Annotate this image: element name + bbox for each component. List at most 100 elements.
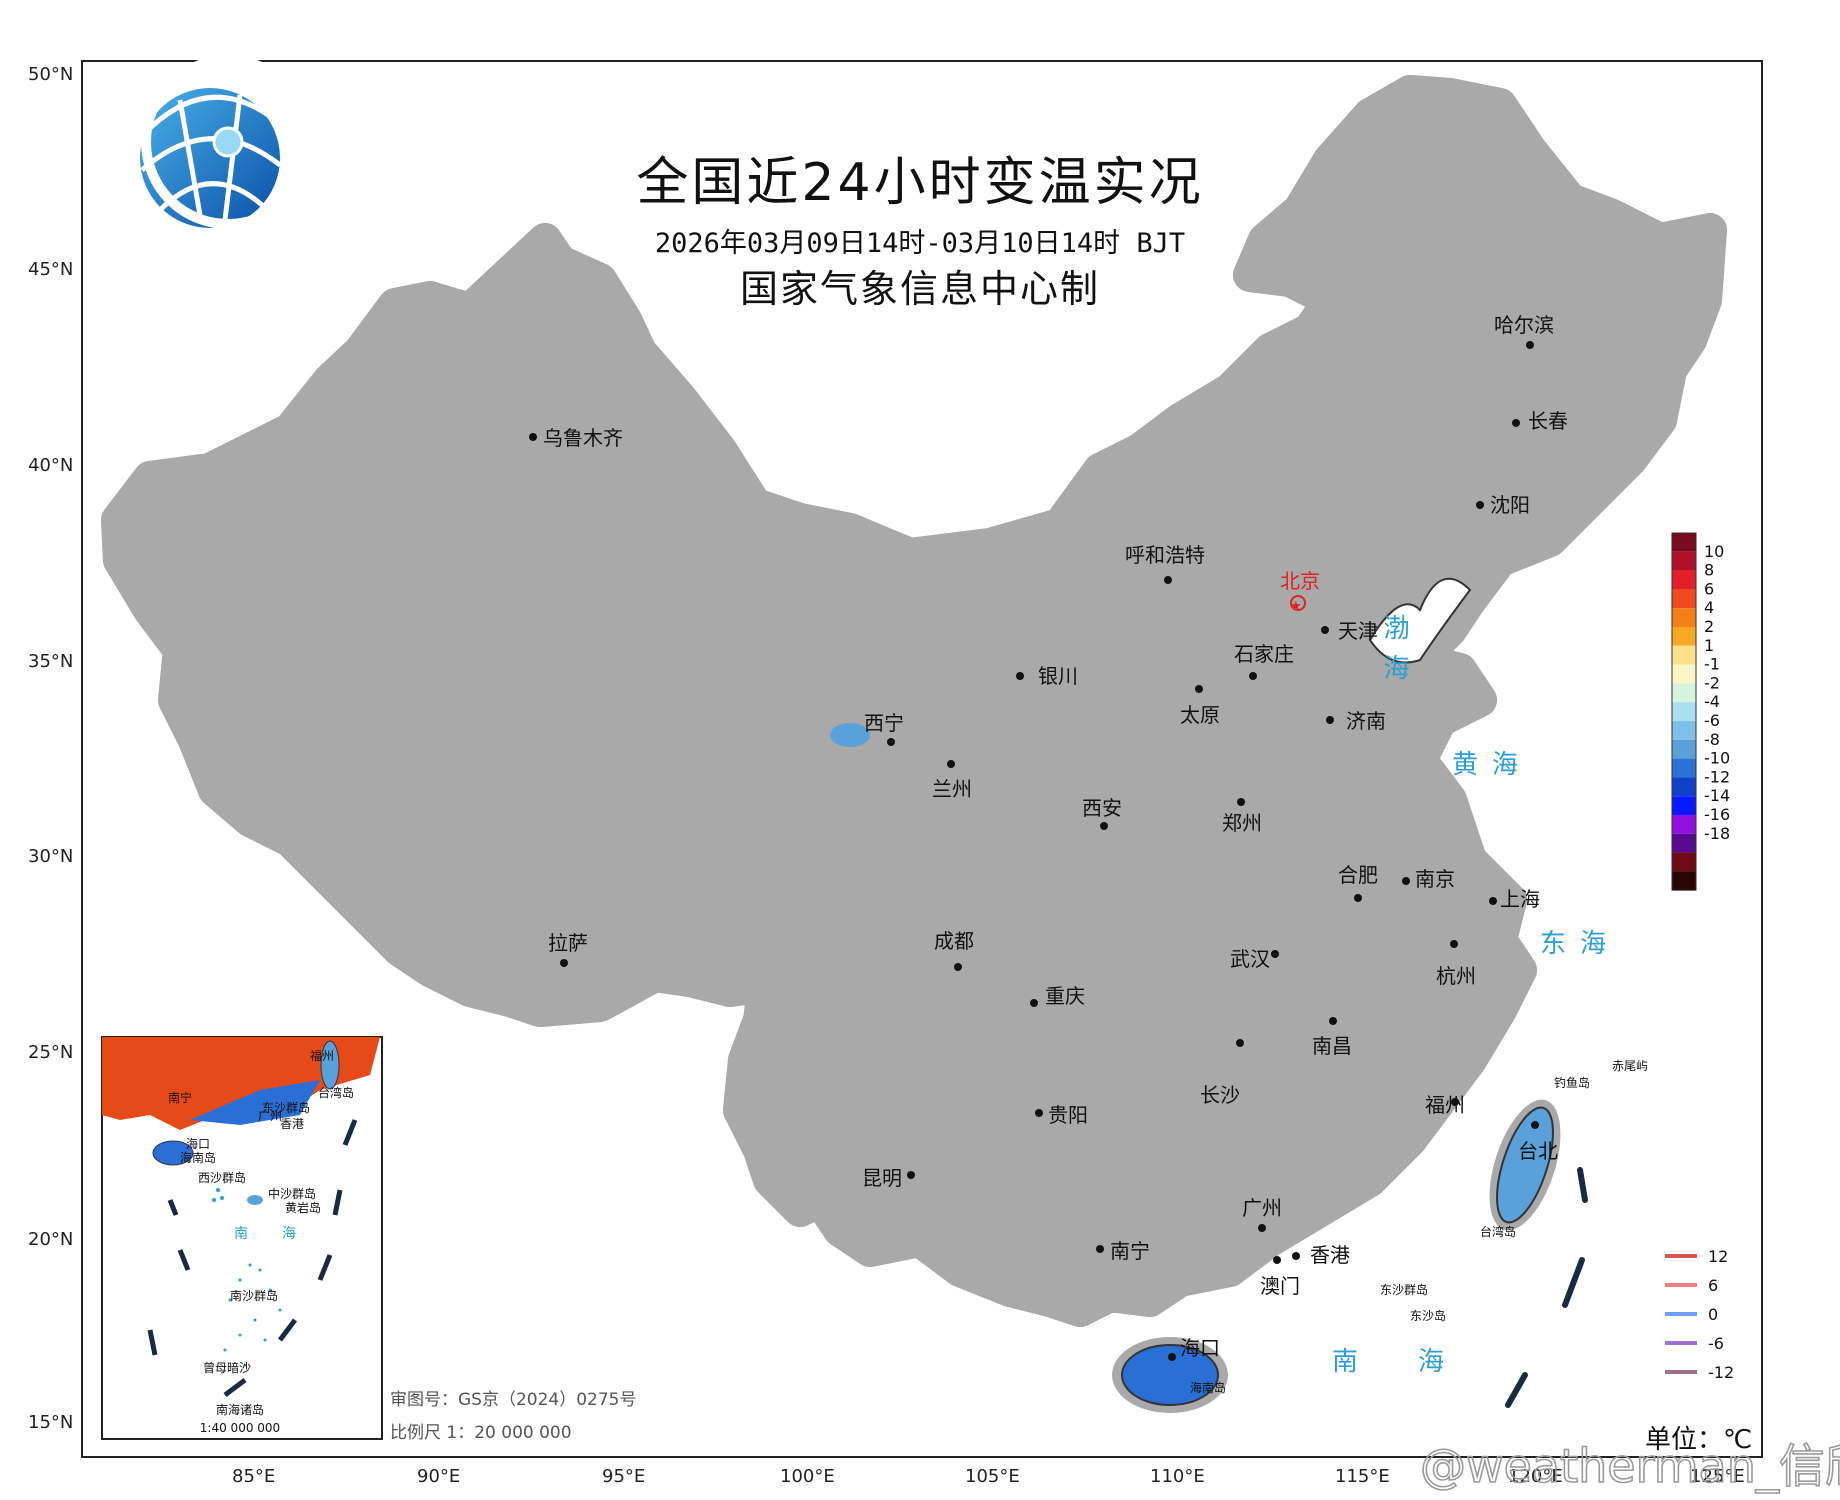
legend-tick-label: -1 bbox=[1704, 655, 1720, 674]
legend-tick-label: -12 bbox=[1704, 767, 1730, 786]
city-marker: 济南 bbox=[1326, 709, 1386, 733]
map-period: 2026年03月09日14时-03月10日14时 BJT bbox=[655, 228, 1185, 259]
inset-label: 海口 bbox=[186, 1136, 210, 1151]
city-label: 成都 bbox=[934, 929, 974, 953]
city-marker: 南京 bbox=[1402, 867, 1455, 891]
lat-label: 45°N bbox=[28, 259, 73, 280]
city-label: 长春 bbox=[1528, 409, 1568, 433]
inset-label: 广州 bbox=[258, 1109, 282, 1123]
inset-label: 南宁 bbox=[168, 1090, 192, 1105]
island-labels: 海南岛 台湾岛 东沙群岛 东沙岛 钓鱼岛 赤尾屿 bbox=[1190, 1059, 1648, 1395]
bohai-sea bbox=[1368, 577, 1472, 664]
city-label: 石家庄 bbox=[1234, 642, 1294, 666]
city-label: 长沙 bbox=[1200, 1083, 1240, 1107]
city-marker: 西宁 bbox=[864, 711, 904, 746]
city-marker: 杭州 bbox=[1436, 940, 1476, 988]
legend-tick-label: 6 bbox=[1704, 579, 1714, 598]
city-label: 郑州 bbox=[1222, 811, 1262, 835]
legend-swatch bbox=[1672, 815, 1696, 834]
inset-label: 东沙群岛 bbox=[262, 1100, 310, 1115]
place-label: 台湾岛 bbox=[1480, 1224, 1516, 1239]
lon-label: 105°E bbox=[965, 1466, 1020, 1487]
sea-label-nanhai: 南海 bbox=[1332, 1347, 1504, 1377]
legend-swatch bbox=[1672, 645, 1696, 665]
city-marker: 兰州 bbox=[932, 760, 972, 801]
lat-label: 30°N bbox=[28, 846, 73, 867]
city-marker: 西安 bbox=[1082, 796, 1122, 830]
legend-swatch bbox=[1672, 664, 1696, 684]
map-approval-number: 审图号：GS京（2024）0275号 bbox=[390, 1390, 637, 1410]
contour-legend-label: 0 bbox=[1708, 1305, 1718, 1324]
contour-legend-label: 12 bbox=[1708, 1247, 1728, 1266]
city-marker: 成都 bbox=[934, 929, 974, 971]
legend-swatch bbox=[1672, 683, 1696, 703]
city-label: 沈阳 bbox=[1490, 493, 1530, 517]
city-label: 合肥 bbox=[1338, 863, 1378, 887]
longitude-labels: 85°E 90°E 95°E 100°E 105°E 110°E 115°E 1… bbox=[232, 1466, 1745, 1487]
city-marker: 拉萨 bbox=[548, 931, 588, 967]
legend-tick-label: -16 bbox=[1704, 805, 1730, 824]
legend-swatch bbox=[1672, 739, 1696, 759]
city-marker: 贵阳 bbox=[1035, 1103, 1088, 1127]
lon-label: 100°E bbox=[780, 1466, 835, 1487]
city-marker: 哈尔滨 bbox=[1494, 313, 1554, 349]
city-label: 济南 bbox=[1346, 709, 1386, 733]
city-marker: 南宁 bbox=[1096, 1239, 1150, 1263]
city-marker: 昆明 bbox=[862, 1166, 915, 1190]
inset-label: 福州 bbox=[310, 1048, 334, 1063]
city-label: 澳门 bbox=[1260, 1274, 1300, 1298]
legend-swatch bbox=[1672, 796, 1696, 815]
inset-label: 香港 bbox=[280, 1117, 304, 1131]
city-marker: 海口 bbox=[1168, 1336, 1220, 1361]
place-label: 东沙群岛 bbox=[1380, 1282, 1428, 1297]
inset-sea-label: 海 bbox=[282, 1226, 296, 1242]
legend-tick-label: -14 bbox=[1704, 786, 1730, 805]
sea-labels: 渤海 黄海 东海 南海 bbox=[1332, 614, 1606, 1377]
lat-label: 15°N bbox=[28, 1412, 73, 1433]
legend-swatch bbox=[1672, 570, 1696, 590]
legend-swatch bbox=[1672, 833, 1696, 853]
city-marker: 合肥 bbox=[1338, 863, 1378, 902]
hainan-island bbox=[1112, 1337, 1228, 1413]
place-label: 海南岛 bbox=[1190, 1380, 1226, 1395]
city-marker: 郑州 bbox=[1222, 798, 1262, 835]
legend-tick-label: -2 bbox=[1704, 673, 1720, 692]
inset-sea-label: 南 bbox=[234, 1226, 248, 1242]
lat-label: 20°N bbox=[28, 1229, 73, 1250]
city-marker: 乌鲁木齐 bbox=[529, 426, 623, 450]
legend-swatch bbox=[1672, 589, 1696, 609]
unit-label: 单位：℃ bbox=[1645, 1425, 1752, 1455]
lat-label: 40°N bbox=[28, 455, 73, 476]
city-label: 南宁 bbox=[1110, 1239, 1150, 1263]
city-marker: 台北 bbox=[1518, 1121, 1558, 1163]
city-label: 上海 bbox=[1500, 887, 1540, 911]
lat-label: 50°N bbox=[28, 64, 73, 85]
legend-tick-label: 4 bbox=[1704, 598, 1714, 617]
city-label: 南京 bbox=[1415, 867, 1455, 891]
city-label: 广州 bbox=[1242, 1196, 1282, 1220]
legend-tick-label: 2 bbox=[1704, 617, 1714, 636]
watermark: @weatherman_信欣 bbox=[1420, 1439, 1840, 1493]
taiwan-island bbox=[1489, 1099, 1561, 1231]
city-labels: 乌鲁木齐 拉萨 西宁 兰州 银川 呼和浩特 ★ 北京 天津 石家庄 太原 济南 西… bbox=[529, 313, 1568, 1361]
city-label: 杭州 bbox=[1436, 964, 1476, 988]
city-marker: 银川 bbox=[1016, 664, 1078, 688]
city-label: 银川 bbox=[1038, 664, 1078, 688]
lon-label: 110°E bbox=[1150, 1466, 1205, 1487]
legend-tick-label: 8 bbox=[1704, 561, 1714, 580]
contour-legend-label: -12 bbox=[1708, 1363, 1734, 1382]
lat-label: 25°N bbox=[28, 1042, 73, 1063]
legend-swatch bbox=[1672, 871, 1696, 891]
legend-tick-label: 1 bbox=[1704, 636, 1714, 655]
city-label: 西安 bbox=[1082, 796, 1122, 820]
contour-legend-label: -6 bbox=[1708, 1334, 1724, 1353]
city-label: 乌鲁木齐 bbox=[543, 426, 623, 450]
city-marker: 上海 bbox=[1489, 887, 1540, 911]
sea-label-huanghai: 黄海 bbox=[1452, 750, 1532, 780]
city-marker: 太原 bbox=[1180, 685, 1220, 727]
city-label: 贵阳 bbox=[1048, 1103, 1088, 1127]
place-label: 东沙岛 bbox=[1410, 1308, 1446, 1323]
sea-label-bohai: 渤海 bbox=[1379, 614, 1409, 694]
